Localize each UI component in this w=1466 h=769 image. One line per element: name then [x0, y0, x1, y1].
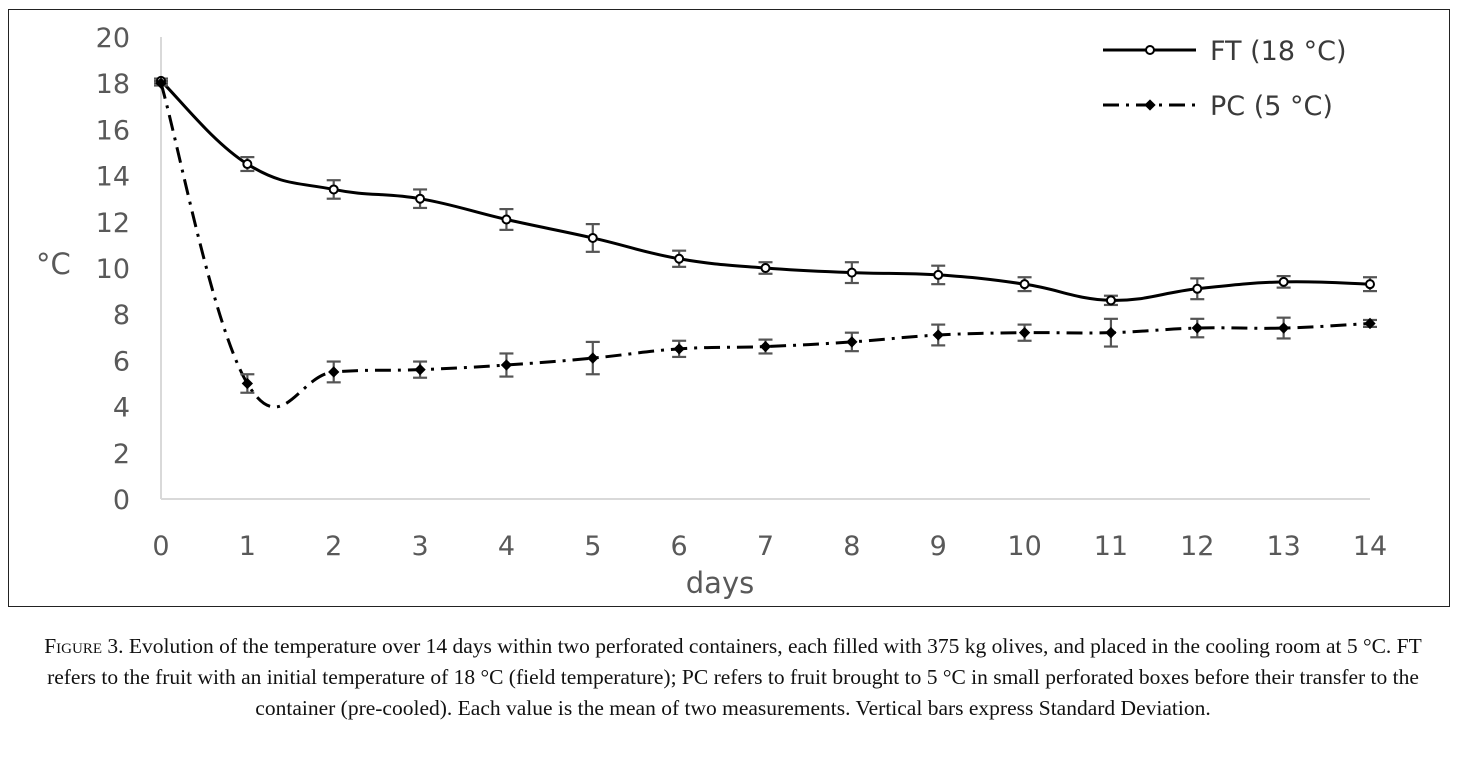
y-axis-title: °C: [36, 247, 71, 281]
y-tick-label: 0: [113, 485, 130, 516]
caption-text: Evolution of the temperature over 14 day…: [47, 634, 1422, 720]
marker-pc: [673, 343, 685, 355]
marker-pc: [414, 363, 426, 376]
marker-pc: [932, 329, 944, 341]
marker-ft: [933, 269, 944, 280]
x-tick-label: 8: [843, 531, 860, 562]
x-tick-label: 7: [757, 531, 774, 562]
x-tick-labels: 0 1 2 3 4 5 6 7 8 9 10 11 12 13 14: [152, 531, 1387, 562]
marker-pc: [1191, 322, 1203, 334]
y-tick-label: 8: [113, 300, 130, 331]
x-tick-label: 12: [1180, 531, 1214, 562]
y-tick-label: 4: [113, 393, 130, 424]
marker-ft: [501, 214, 512, 225]
marker-pc: [328, 366, 340, 378]
x-tick-label: 3: [411, 531, 428, 562]
marker-ft: [1019, 279, 1030, 290]
marker-ft: [415, 193, 426, 204]
x-tick-label: 0: [152, 531, 169, 562]
marker-pc: [759, 340, 772, 353]
marker-pc: [1364, 317, 1376, 330]
x-axis-title: days: [686, 566, 754, 600]
y-tick-label: 2: [113, 439, 130, 470]
x-tick-label: 14: [1353, 531, 1387, 562]
y-tick-label: 18: [96, 69, 130, 100]
marker-ft: [674, 253, 685, 264]
caption-label: Figure 3.: [44, 634, 124, 658]
marker-pc: [587, 352, 599, 364]
series-lines: [159, 79, 1371, 409]
x-tick-label: 1: [239, 531, 256, 562]
marker-pc: [846, 336, 858, 348]
legend-label-ft: FT (18 °C): [1210, 36, 1347, 67]
data-point-markers: [155, 75, 1376, 390]
marker-ft: [1365, 279, 1375, 290]
y-tick-label: 12: [96, 208, 130, 239]
figure-caption: Figure 3. Evolution of the temperature o…: [20, 631, 1446, 724]
x-tick-label: 6: [671, 531, 688, 562]
legend-label-pc: PC (5 °C): [1210, 91, 1333, 122]
legend-marker-ft: [1145, 45, 1155, 55]
marker-pc: [1105, 327, 1117, 339]
marker-ft: [242, 159, 253, 170]
y-tick-label: 20: [96, 23, 130, 54]
marker-ft: [328, 184, 339, 195]
marker-ft: [587, 232, 598, 243]
y-tick-label: 14: [96, 162, 130, 193]
legend: FT (18 °C) PC (5 °C): [1103, 36, 1347, 122]
marker-ft: [1278, 276, 1289, 287]
x-tick-label: 2: [325, 531, 342, 562]
x-tick-label: 10: [1007, 531, 1041, 562]
series-line-pc: [159, 82, 1371, 409]
marker-ft: [846, 267, 857, 278]
legend-marker-pc: [1144, 99, 1156, 111]
marker-pc: [241, 377, 254, 390]
marker-ft: [1192, 283, 1203, 294]
marker-pc: [1018, 327, 1031, 339]
y-tick-label: 16: [96, 115, 130, 146]
y-tick-label: 10: [96, 254, 130, 285]
marker-ft: [1105, 295, 1116, 306]
x-tick-label: 11: [1094, 531, 1128, 562]
y-tick-labels: 0 2 4 6 8 10 12 14 16 18 20: [96, 23, 130, 516]
x-tick-label: 9: [930, 531, 947, 562]
x-tick-label: 4: [498, 531, 515, 562]
axes: [160, 37, 1370, 500]
x-tick-label: 13: [1266, 531, 1300, 562]
marker-pc: [500, 359, 513, 371]
chart-frame: [8, 9, 1450, 607]
x-tick-label: 5: [584, 531, 601, 562]
marker-pc: [1277, 322, 1290, 334]
y-tick-label: 6: [113, 346, 130, 377]
marker-ft: [760, 263, 771, 273]
